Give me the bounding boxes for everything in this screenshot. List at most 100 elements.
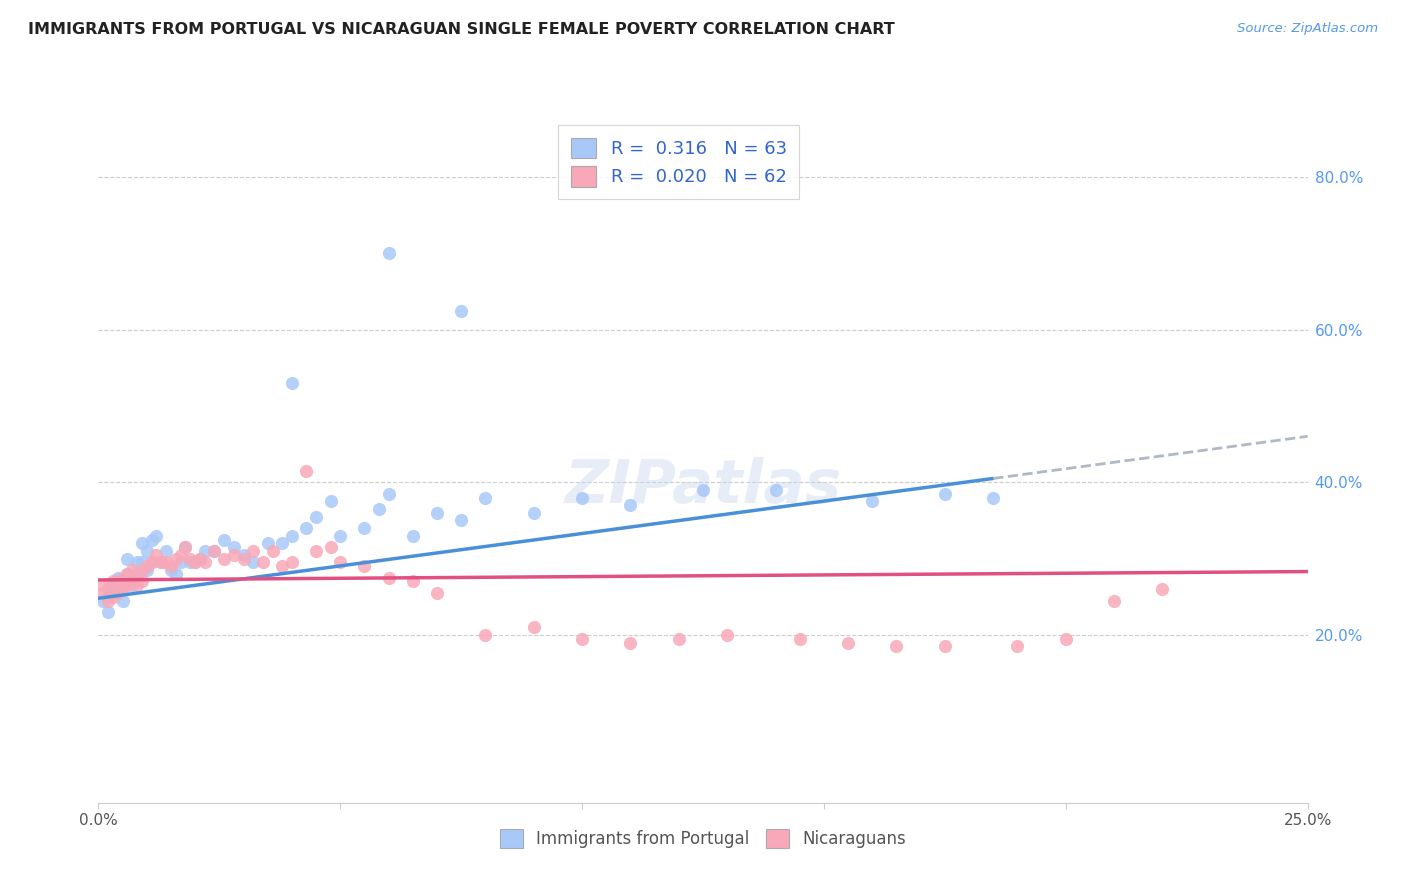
Point [97,582,120,596]
Point [194,544,217,558]
Point [474,491,496,505]
Point [860,494,883,508]
Point [571,491,593,505]
Point [111,574,134,589]
Point [377,487,399,501]
Point [179,551,201,566]
Legend: Immigrants from Portugal, Nicaraguans: Immigrants from Portugal, Nicaraguans [491,821,915,856]
Point [305,544,328,558]
Point [281,529,304,543]
Point [619,635,641,649]
Point [91,578,114,592]
Point [377,571,399,585]
Point [271,559,294,574]
Point [141,555,163,570]
Point [127,566,149,581]
Point [188,551,211,566]
Point [174,540,197,554]
Point [169,548,191,562]
Point [135,544,157,558]
Point [619,498,641,512]
Point [329,555,352,570]
Point [402,574,425,589]
Point [1152,582,1174,596]
Point [981,491,1004,505]
Point [212,533,235,547]
Point [121,563,143,577]
Point [222,548,245,562]
Point [353,521,375,535]
Point [934,487,956,501]
Text: Source: ZipAtlas.com: Source: ZipAtlas.com [1237,22,1378,36]
Point [165,551,187,566]
Point [101,574,124,589]
Point [97,605,120,619]
Point [174,540,197,554]
Point [523,620,546,634]
Point [145,548,167,562]
Point [305,509,328,524]
Point [160,559,183,574]
Point [135,559,157,574]
Point [319,540,342,554]
Point [188,551,211,566]
Point [127,555,149,570]
Point [281,376,304,390]
Point [789,632,811,646]
Point [295,521,318,535]
Point [97,593,120,607]
Point [121,578,143,592]
Point [886,640,908,654]
Point [426,506,449,520]
Point [127,578,149,592]
Point [107,578,129,592]
Point [262,544,284,558]
Point [169,555,191,570]
Point [184,555,207,570]
Point [232,548,254,562]
Point [765,483,787,497]
Point [368,502,391,516]
Point [155,544,177,558]
Point [160,563,183,577]
Point [97,590,120,604]
Point [131,574,153,589]
Point [837,635,859,649]
Point [111,571,134,585]
Point [353,559,375,574]
Point [402,529,425,543]
Point [131,563,153,577]
Point [121,571,143,585]
Point [131,536,153,550]
Point [165,566,187,581]
Point [194,555,217,570]
Point [692,483,714,497]
Point [474,628,496,642]
Point [145,529,167,543]
Point [222,540,245,554]
Point [377,246,399,260]
Point [319,494,342,508]
Point [141,533,163,547]
Point [117,551,139,566]
Point [716,628,738,642]
Point [107,571,129,585]
Point [1007,640,1029,654]
Point [101,578,124,592]
Point [91,593,114,607]
Point [150,555,173,570]
Point [668,632,690,646]
Point [155,555,177,570]
Point [204,544,226,558]
Point [117,578,139,592]
Point [107,586,129,600]
Point [934,640,956,654]
Point [271,536,294,550]
Point [117,566,139,581]
Point [91,586,114,600]
Point [204,544,226,558]
Point [101,590,124,604]
Point [107,582,129,596]
Point [242,555,264,570]
Point [450,303,472,318]
